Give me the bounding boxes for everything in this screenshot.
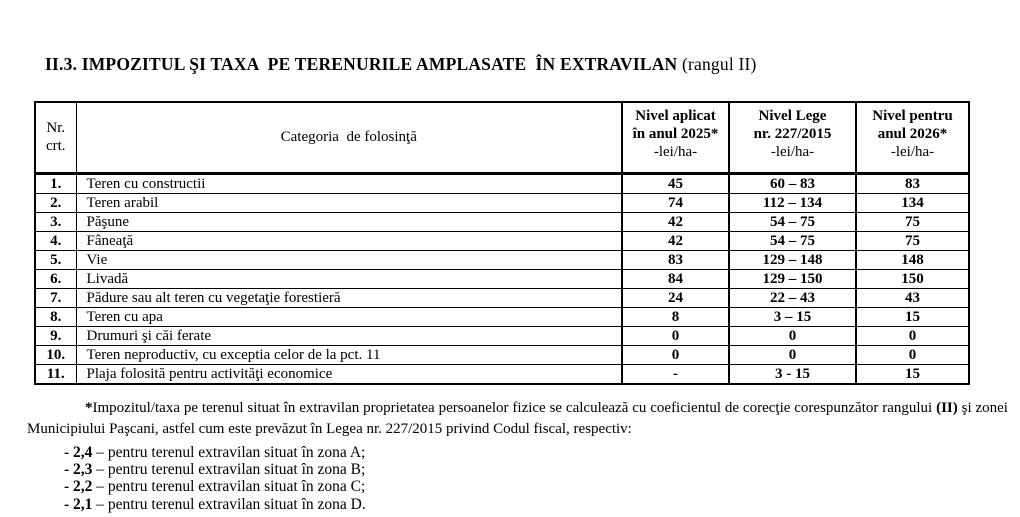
zone-text: – pentru terenul extravilan situat în zo…	[92, 444, 366, 461]
row-number: 7.	[34, 287, 77, 308]
row-number: 5.	[34, 249, 77, 270]
level-law-cell: 129 – 150	[728, 268, 857, 289]
zone-list: - 2,4 – pentru terenul extravilan situat…	[64, 444, 764, 513]
level-2026-cell: 0	[855, 325, 970, 346]
row-number: 6.	[34, 268, 77, 289]
table-row: 10. Teren neproductiv, cu exceptia celor…	[34, 344, 970, 365]
category-cell: Vie	[75, 249, 623, 270]
level-2025-cell: 74	[621, 192, 730, 213]
zone-text: – pentru terenul extravilan situat în zo…	[92, 461, 366, 479]
page-title-main: II.3. IMPOZITUL ŞI TAXA PE TERENURILE AM…	[45, 54, 678, 74]
category-cell: Pădure sau alt teren cu vegetaţie forest…	[75, 287, 623, 308]
category-cell: Plaja folosită pentru activităţi economi…	[75, 363, 623, 384]
zone-text: – pentru terenul extravilan situat în zo…	[92, 495, 366, 513]
level-2025-cell: 84	[621, 268, 730, 289]
category-cell: Fâneaţă	[75, 230, 623, 251]
level-2026-cell: 15	[855, 363, 970, 384]
level-2026-cell: 83	[855, 172, 970, 194]
level-2025-cell: 83	[621, 249, 730, 270]
category-cell: Teren neproductiv, cu exceptia celor de …	[75, 344, 623, 365]
level-law-cell: 3 - 15	[728, 363, 857, 384]
zone-item: - 2,1 – pentru terenul extravilan situat…	[64, 496, 764, 513]
level-2026-cell: 43	[855, 287, 970, 308]
level-2026-cell: 134	[855, 192, 970, 213]
level-2026-cell: 75	[855, 211, 970, 232]
table-header-row: Nr. crt. Categoria de folosinţă Nivel ap…	[34, 101, 970, 175]
row-number: 4.	[34, 230, 77, 251]
footnote-text-2: şi zonei Municipiului Paşcani, astfel cu…	[27, 400, 1008, 437]
header-nr-crt: Nr. crt.	[34, 101, 77, 175]
zone-item: - 2,3 – pentru terenul extravilan situat…	[64, 461, 764, 478]
header-category: Categoria de folosinţă	[75, 101, 623, 175]
page-title: II.3. IMPOZITUL ŞI TAXA PE TERENURILE AM…	[45, 54, 757, 75]
level-law-cell: 0	[728, 344, 857, 365]
level-law-cell: 54 – 75	[728, 211, 857, 232]
table-row: 7. Pădure sau alt teren cu vegetaţie for…	[34, 287, 970, 308]
level-2025-cell: 24	[621, 287, 730, 308]
level-law-cell: 54 – 75	[728, 230, 857, 251]
row-number: 1.	[34, 172, 77, 194]
table-row: 8. Teren cu apa 8 3 – 15 15	[34, 306, 970, 327]
level-law-cell: 3 – 15	[728, 306, 857, 327]
footnote-rank-bold: (II)	[936, 400, 958, 416]
row-number: 8.	[34, 306, 77, 327]
category-cell: Teren arabil	[75, 192, 623, 213]
level-law-cell: 129 – 148	[728, 249, 857, 270]
level-2025-cell: 8	[621, 306, 730, 327]
footnote: *Impozitul/taxa pe terenul situat în ext…	[27, 398, 1008, 440]
level-2026-cell: 148	[855, 249, 970, 270]
level-law-cell: 22 – 43	[728, 287, 857, 308]
category-cell: Teren cu apa	[75, 306, 623, 327]
row-number: 3.	[34, 211, 77, 232]
table-row: 1. Teren cu constructii 45 60 – 83 83	[34, 172, 970, 194]
row-number: 2.	[34, 192, 77, 213]
zone-coefficient: - 2,3	[64, 461, 93, 479]
table-row: 9. Drumuri şi căi ferate 0 0 0	[34, 325, 970, 346]
zone-item: - 2,4 – pentru terenul extravilan situat…	[64, 444, 764, 461]
category-cell: Teren cu constructii	[75, 172, 623, 194]
level-law-cell: 60 – 83	[728, 172, 857, 194]
level-2025-cell: -	[621, 363, 730, 384]
level-2026-cell: 150	[855, 268, 970, 289]
level-2025-cell: 42	[621, 230, 730, 251]
zone-coefficient: - 2,4	[64, 444, 93, 461]
table-row: 11. Plaja folosită pentru activităţi eco…	[34, 363, 970, 384]
footnote-text-1: Impozitul/taxa pe terenul situat în extr…	[92, 400, 937, 416]
page-title-suffix: (rangul II)	[681, 54, 757, 74]
table-row: 2. Teren arabil 74 112 – 134 134	[34, 192, 970, 213]
row-number: 10.	[34, 344, 77, 365]
table-row: 4. Fâneaţă 42 54 – 75 75	[34, 230, 970, 251]
zone-text: – pentru terenul extravilan situat în zo…	[92, 478, 366, 496]
level-2026-cell: 0	[855, 344, 970, 365]
row-number: 11.	[34, 363, 77, 384]
table-header: Nr. crt. Categoria de folosinţă Nivel ap…	[34, 101, 970, 175]
zone-coefficient: - 2,1	[64, 495, 93, 513]
table-row: 6. Livadă 84 129 – 150 150	[34, 268, 970, 289]
zone-coefficient: - 2,2	[64, 478, 93, 496]
category-cell: Livadă	[75, 268, 623, 289]
tax-table: Nr. crt. Categoria de folosinţă Nivel ap…	[34, 101, 970, 385]
header-level-2026: Nivel pentru anul 2026* -lei/ha-	[855, 101, 970, 175]
category-cell: Drumuri şi căi ferate	[75, 325, 623, 346]
level-law-cell: 0	[728, 325, 857, 346]
table-row: 5. Vie 83 129 – 148 148	[34, 249, 970, 270]
table-body: 1. Teren cu constructii 45 60 – 83 83 2.…	[34, 172, 970, 384]
zone-item: - 2,2 – pentru terenul extravilan situat…	[64, 478, 764, 495]
level-2025-cell: 42	[621, 211, 730, 232]
table-row: 3. Păşune 42 54 – 75 75	[34, 211, 970, 232]
row-number: 9.	[34, 325, 77, 346]
footnote-asterisk: *	[85, 400, 93, 416]
level-law-cell: 112 – 134	[728, 192, 857, 213]
level-2026-cell: 15	[855, 306, 970, 327]
header-level-law: Nivel Lege nr. 227/2015 -lei/ha-	[728, 101, 857, 175]
level-2025-cell: 45	[621, 172, 730, 194]
level-2026-cell: 75	[855, 230, 970, 251]
header-level-2025: Nivel aplicat în anul 2025* -lei/ha-	[621, 101, 730, 175]
level-2025-cell: 0	[621, 344, 730, 365]
level-2025-cell: 0	[621, 325, 730, 346]
category-cell: Păşune	[75, 211, 623, 232]
